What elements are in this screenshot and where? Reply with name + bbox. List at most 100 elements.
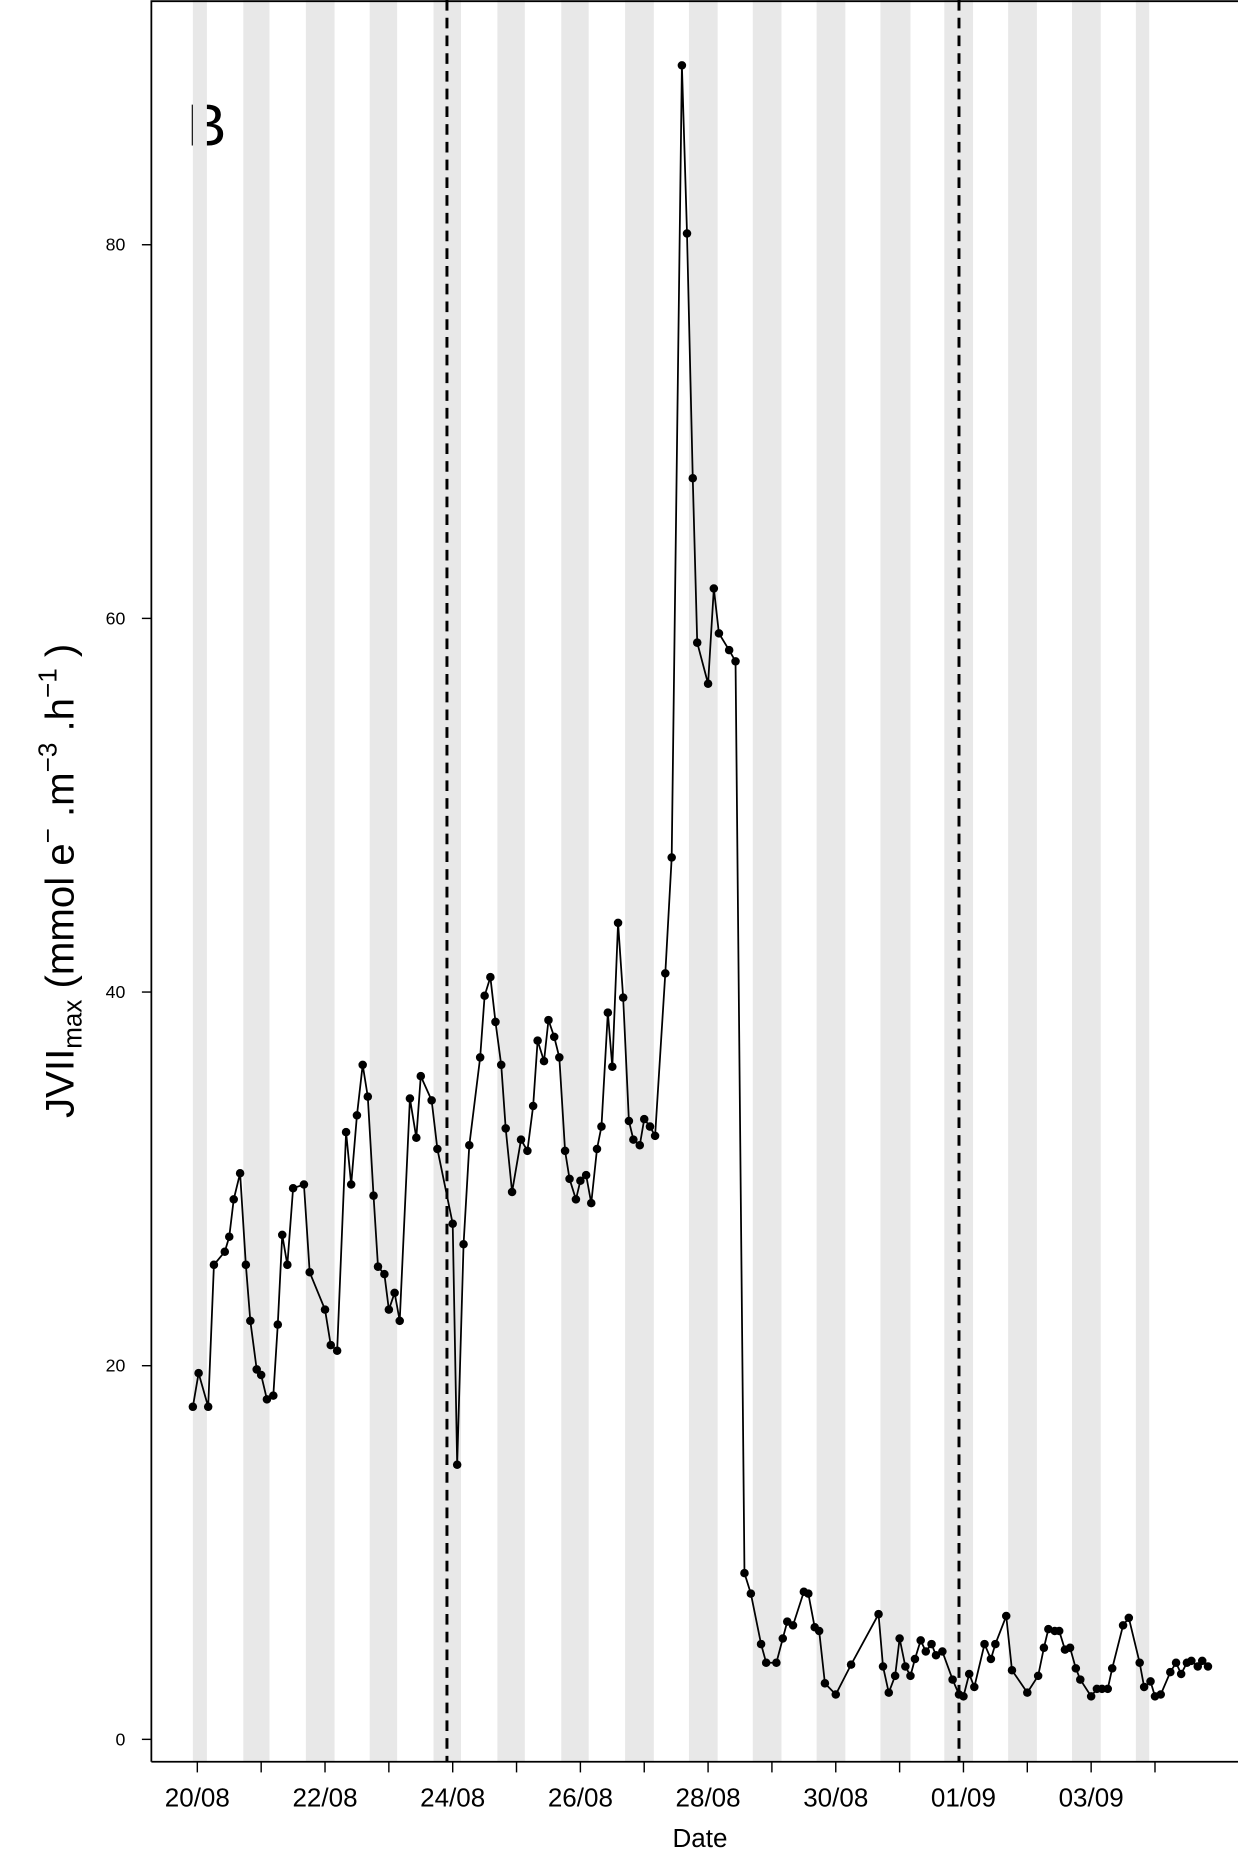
y-axis-label-part: JVII — [37, 1049, 82, 1118]
data-point — [363, 1092, 373, 1101]
x-tick-label: 20/08 — [165, 1783, 230, 1813]
data-point — [576, 1176, 585, 1185]
data-point — [539, 1056, 549, 1066]
data-point — [592, 1144, 602, 1154]
data-point — [320, 1305, 330, 1314]
shaded-band — [1008, 0, 1037, 1762]
data-point — [931, 1651, 941, 1660]
data-point — [516, 1135, 526, 1144]
data-point — [804, 1589, 813, 1598]
data-point — [390, 1288, 399, 1298]
shaded-band — [369, 0, 398, 1762]
data-point — [412, 1133, 421, 1143]
data-point — [501, 1124, 510, 1133]
data-point — [692, 638, 702, 647]
data-point — [991, 1639, 1000, 1649]
data-point — [618, 993, 628, 1002]
y-tick-label: 40 — [106, 982, 126, 1002]
shaded-band — [752, 0, 782, 1762]
y-axis-label-part: .h — [37, 698, 82, 743]
data-point — [262, 1395, 272, 1404]
data-point — [256, 1370, 266, 1380]
data-point — [480, 991, 489, 1001]
data-point — [229, 1195, 238, 1204]
data-point — [1044, 1624, 1053, 1634]
data-point — [731, 657, 740, 666]
data-point — [555, 1053, 564, 1062]
data-point — [895, 1634, 904, 1643]
data-point — [332, 1346, 342, 1356]
data-point — [299, 1180, 309, 1189]
x-axis-label: Date — [673, 1823, 728, 1853]
data-point — [395, 1316, 404, 1326]
data-point — [1139, 1682, 1149, 1692]
data-point — [507, 1187, 517, 1197]
data-point — [533, 1036, 542, 1045]
data-point — [772, 1658, 781, 1668]
y-tick-label: 60 — [106, 608, 126, 628]
data-point — [405, 1094, 415, 1103]
data-point — [358, 1060, 367, 1070]
x-tick-label: 28/08 — [676, 1783, 741, 1813]
x-tick-label: 30/08 — [803, 1783, 868, 1813]
y-axis-label-part: ) — [37, 644, 82, 669]
data-point — [341, 1127, 351, 1137]
data-point — [682, 229, 692, 238]
plot-frame — [150, 0, 1238, 1763]
shaded-band — [625, 0, 654, 1762]
data-point — [209, 1260, 219, 1270]
data-point — [1071, 1664, 1081, 1673]
data-point — [241, 1260, 251, 1270]
data-point — [220, 1247, 230, 1256]
data-point — [645, 1122, 655, 1131]
data-point — [1023, 1688, 1032, 1697]
x-tick-label: 22/08 — [292, 1783, 357, 1813]
data-point — [523, 1146, 532, 1156]
data-point — [1001, 1611, 1011, 1621]
data-point — [384, 1305, 394, 1314]
data-point — [1086, 1692, 1096, 1701]
shaded-band — [561, 0, 589, 1762]
shaded-band — [305, 0, 335, 1762]
data-point — [496, 1060, 506, 1070]
data-point — [761, 1658, 771, 1668]
x-tick-label: 01/09 — [931, 1783, 996, 1813]
data-point — [1076, 1675, 1085, 1684]
y-axis-label: JVIImax (mmol e− .m−3 .h−1 ) — [33, 644, 88, 1118]
shaded-band — [1071, 0, 1101, 1762]
x-tick-label: 26/08 — [548, 1783, 613, 1813]
data-point — [465, 1140, 474, 1150]
data-point — [970, 1682, 979, 1692]
data-point — [874, 1609, 883, 1619]
data-point — [571, 1195, 581, 1204]
data-point — [586, 1198, 596, 1208]
data-point — [878, 1662, 888, 1671]
y-axis-label-part: .m — [37, 772, 82, 828]
data-point — [597, 1122, 606, 1131]
data-point — [831, 1690, 841, 1699]
data-point — [709, 584, 719, 593]
data-point — [486, 972, 495, 982]
data-point — [948, 1675, 957, 1684]
shaded-band — [688, 0, 718, 1762]
data-point — [910, 1654, 920, 1664]
y-axis-label-part: max — [58, 1000, 88, 1049]
data-point — [427, 1096, 436, 1105]
data-point — [1054, 1626, 1064, 1636]
data-point — [352, 1111, 362, 1120]
data-point — [814, 1626, 824, 1636]
y-tick-label: 20 — [106, 1356, 126, 1376]
data-point — [459, 1240, 468, 1249]
data-point — [475, 1053, 485, 1062]
data-point — [778, 1634, 788, 1643]
data-point — [1065, 1643, 1075, 1653]
data-point — [661, 969, 670, 978]
data-point — [416, 1071, 426, 1081]
x-tick-label: 24/08 — [420, 1783, 485, 1813]
data-point — [1135, 1658, 1144, 1668]
data-point — [246, 1316, 255, 1326]
data-point — [203, 1402, 213, 1412]
data-point — [1039, 1643, 1049, 1653]
data-point — [448, 1219, 457, 1228]
data-point — [629, 1135, 638, 1144]
